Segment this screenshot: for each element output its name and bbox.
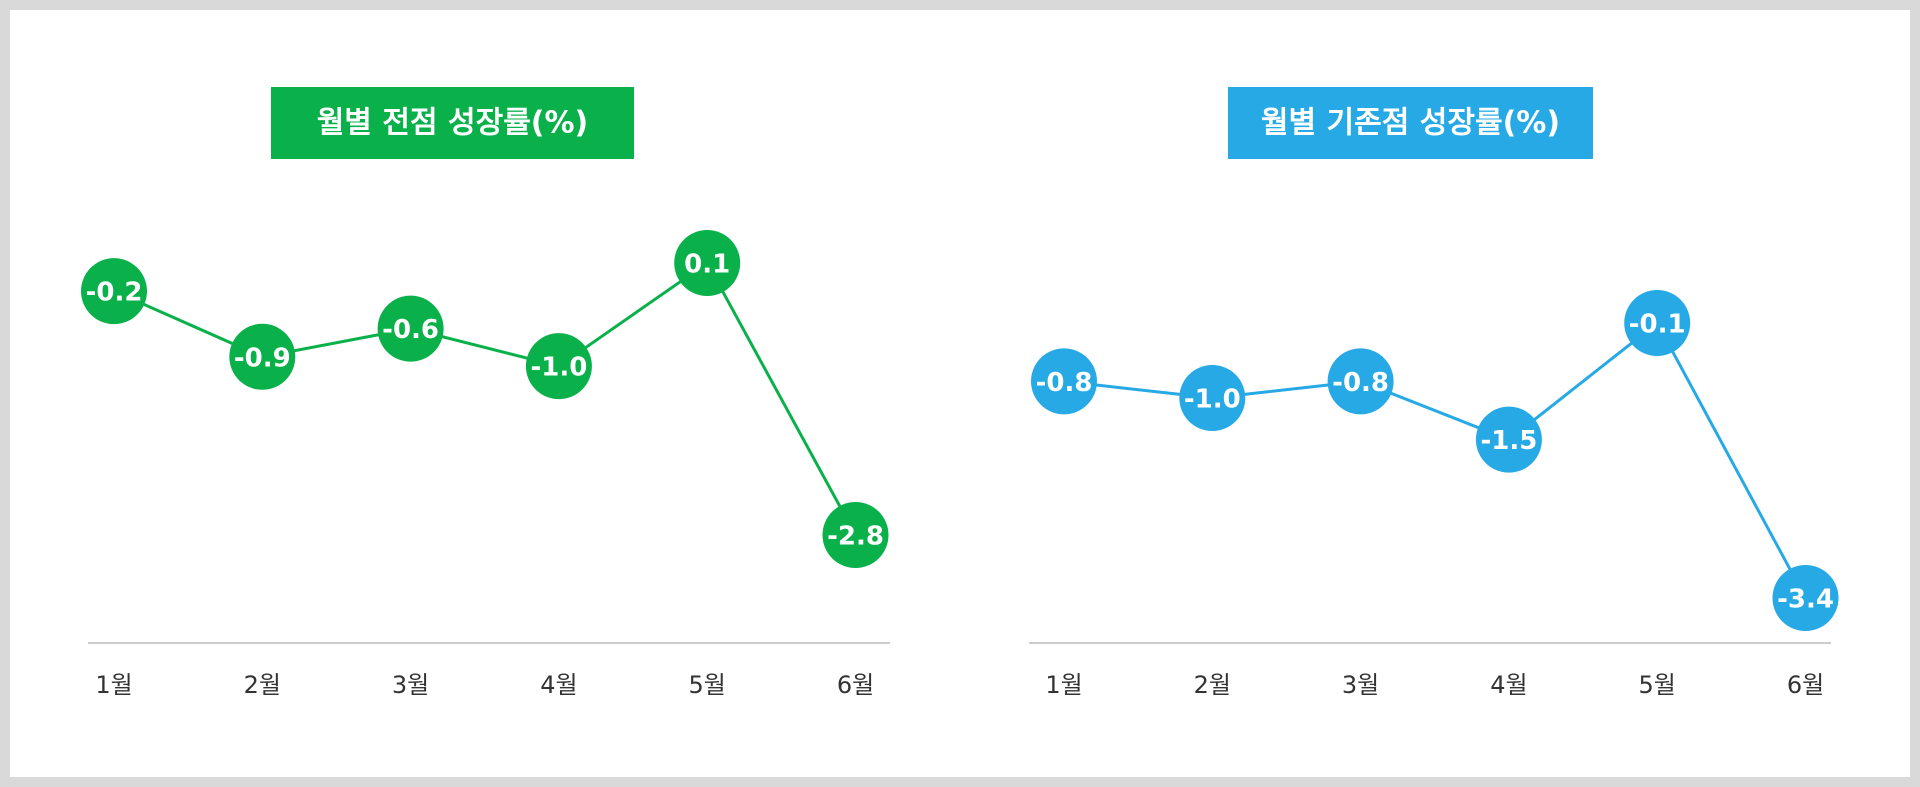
x-tick-label: 3월 [392,671,429,699]
chart-title: 월별 전점 성장률(%) [317,106,589,141]
chart-title: 월별 기존점 성장률(%) [1261,106,1560,141]
point [1624,290,1691,356]
point [1179,365,1246,431]
x-tick-label: 2월 [244,671,281,699]
value-label: -0.8 [1036,368,1093,398]
point [674,230,741,296]
series-line [1063,320,1807,599]
value-label: -2.8 [827,522,884,552]
point [1327,348,1394,415]
x-tick-label: 1월 [1045,671,1082,699]
x-tick-label: 6월 [1787,671,1824,699]
value-label: -0.9 [234,343,291,373]
point [1475,406,1542,473]
point [229,323,296,390]
x-tick-label: 5월 [689,671,726,699]
series-line [113,260,857,536]
value-label: 0.1 [684,250,730,280]
x-tick-label: 4월 [1490,671,1527,699]
value-label: -0.1 [1629,310,1686,340]
value-label: -0.8 [1332,368,1389,398]
point [822,502,889,568]
point [525,333,592,400]
title-box [271,87,634,159]
x-tick-label: 4월 [540,671,577,699]
value-label: -3.4 [1777,585,1834,615]
x-tick-label: 1월 [95,671,132,699]
value-label: -0.6 [382,315,439,345]
point [377,295,444,362]
point [1031,348,1097,415]
title-box [1228,87,1593,159]
value-label: -1.5 [1480,426,1537,456]
x-tick-label: 2월 [1194,671,1231,699]
value-label: -1.0 [530,353,587,383]
point [1772,565,1839,631]
x-tick-label: 3월 [1342,671,1379,699]
x-tick-label: 6월 [837,671,874,699]
value-label: -0.2 [86,278,143,308]
value-label: -1.0 [1184,385,1241,415]
point [81,258,147,325]
x-tick-label: 5월 [1639,671,1676,699]
